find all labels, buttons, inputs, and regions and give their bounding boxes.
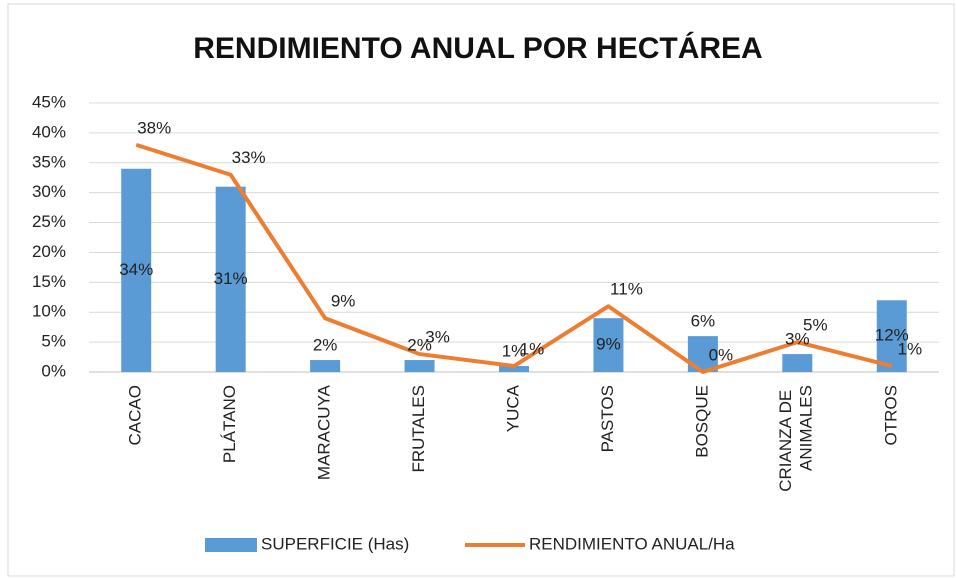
bar bbox=[215, 186, 246, 372]
bar bbox=[310, 360, 341, 372]
x-tick-label: MARACUYA bbox=[315, 384, 334, 480]
legend-label: SUPERFICIE (Has) bbox=[261, 534, 409, 553]
x-tick-label: PASTOS bbox=[598, 385, 617, 452]
chart-frame bbox=[7, 3, 955, 577]
data-label: 9% bbox=[596, 335, 621, 354]
x-tick-label: PLÁTANO bbox=[220, 385, 239, 463]
data-label: 2% bbox=[407, 336, 432, 355]
data-label: 3% bbox=[785, 330, 810, 349]
y-tick-label: 0% bbox=[41, 361, 66, 380]
x-tick-label: YUCA bbox=[503, 384, 522, 432]
data-label: 31% bbox=[214, 269, 248, 288]
data-label: 1% bbox=[897, 340, 922, 359]
y-tick-label: 35% bbox=[32, 152, 66, 171]
bar bbox=[876, 300, 907, 372]
data-label: 38% bbox=[137, 118, 171, 137]
y-tick-label: 30% bbox=[32, 182, 66, 201]
y-tick-label: 40% bbox=[32, 122, 66, 141]
data-label: 5% bbox=[803, 316, 828, 335]
data-label: 12% bbox=[875, 326, 909, 345]
y-tick-label: 5% bbox=[41, 332, 66, 351]
bar bbox=[404, 360, 435, 372]
data-label: 2% bbox=[313, 336, 338, 355]
y-tick-label: 20% bbox=[32, 242, 66, 261]
bar bbox=[499, 366, 529, 372]
y-tick-label: 10% bbox=[32, 302, 66, 321]
line bbox=[135, 142, 893, 374]
x-tick-label: FRUTALES bbox=[409, 385, 428, 473]
data-label: 1% bbox=[502, 342, 527, 361]
legend-label: RENDIMIENTO ANUAL/Ha bbox=[529, 534, 735, 553]
x-tick-label: CACAO bbox=[126, 385, 145, 445]
x-tick-label: OTROS bbox=[881, 385, 900, 445]
y-tick-label: 15% bbox=[32, 272, 66, 291]
x-tick-label: BOSQUE bbox=[692, 385, 711, 458]
legend-swatch bbox=[205, 538, 257, 552]
bar bbox=[782, 354, 813, 372]
bar bbox=[593, 318, 624, 372]
data-label: 9% bbox=[331, 292, 356, 311]
bar bbox=[121, 168, 152, 372]
data-label: 11% bbox=[610, 280, 643, 299]
data-label: 3% bbox=[425, 328, 450, 347]
data-label: 0% bbox=[709, 345, 734, 364]
data-label: 1% bbox=[520, 340, 545, 359]
x-tick-label: CRIANZA DE ANIMALES bbox=[777, 385, 816, 492]
data-label: 6% bbox=[691, 312, 716, 331]
y-tick-label: 45% bbox=[32, 92, 66, 111]
data-label: 33% bbox=[232, 148, 266, 167]
y-tick-label: 25% bbox=[32, 212, 66, 231]
data-label: 34% bbox=[119, 260, 153, 279]
chart-title: RENDIMIENTO ANUAL POR HECTÁREA bbox=[193, 31, 762, 65]
